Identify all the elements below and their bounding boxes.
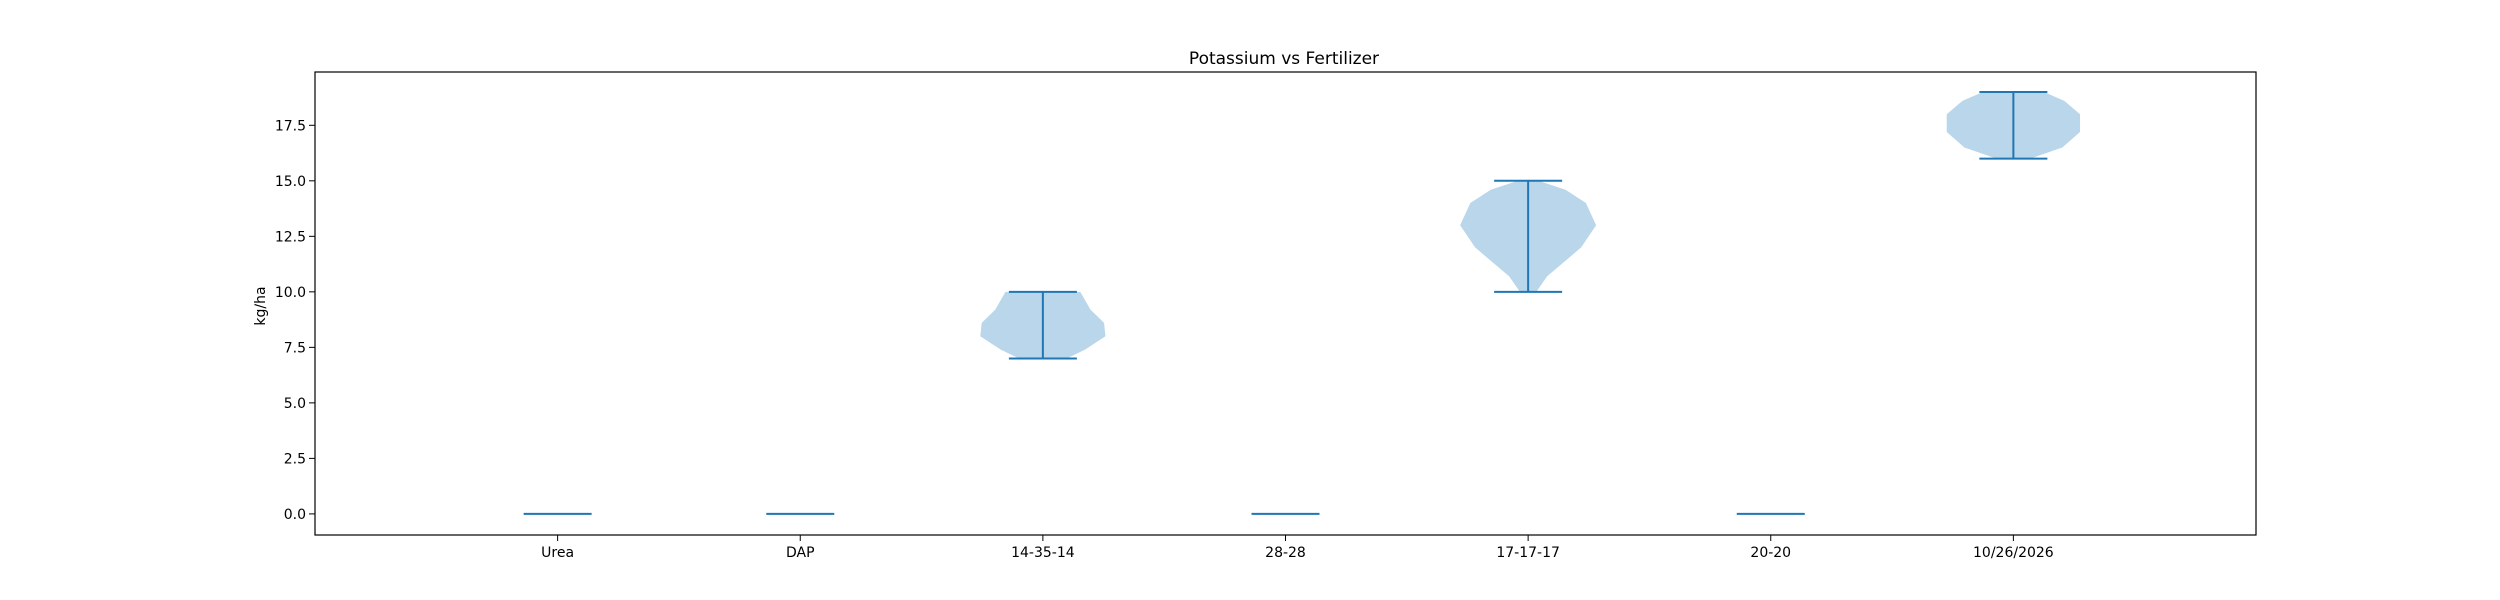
y-axis-label: kg/ha [253,286,269,325]
x-tick-label: 28-28 [1265,545,1306,561]
y-tick-label: 2.5 [284,451,306,467]
y-axis: 0.0 2.5 5.0 7.5 10.0 12.5 15.0 17.5 [275,118,315,523]
y-tick-label: 7.5 [284,340,306,356]
x-tick-label: Urea [541,545,574,561]
chart-title: Potassium vs Fertilizer [1189,49,1379,69]
y-tick-label: 10.0 [275,285,306,301]
violins-layer [524,92,2080,514]
x-tick-label: 17-17-17 [1496,545,1560,561]
x-tick-label: 10/26/2026 [1973,545,2054,561]
y-tick-label: 17.5 [275,118,306,134]
x-axis: Urea DAP 14-35-14 28-28 17-17-17 20-20 10/26/2… [541,535,2054,561]
y-tick-label: 15.0 [275,174,306,190]
y-tick-label: 5.0 [284,396,306,412]
x-tick-label: 14-35-14 [1011,545,1075,561]
x-tick-label: DAP [786,545,815,561]
y-tick-label: 12.5 [275,229,306,245]
y-tick-label: 0.0 [284,507,306,523]
x-tick-label: 20-20 [1750,545,1791,561]
